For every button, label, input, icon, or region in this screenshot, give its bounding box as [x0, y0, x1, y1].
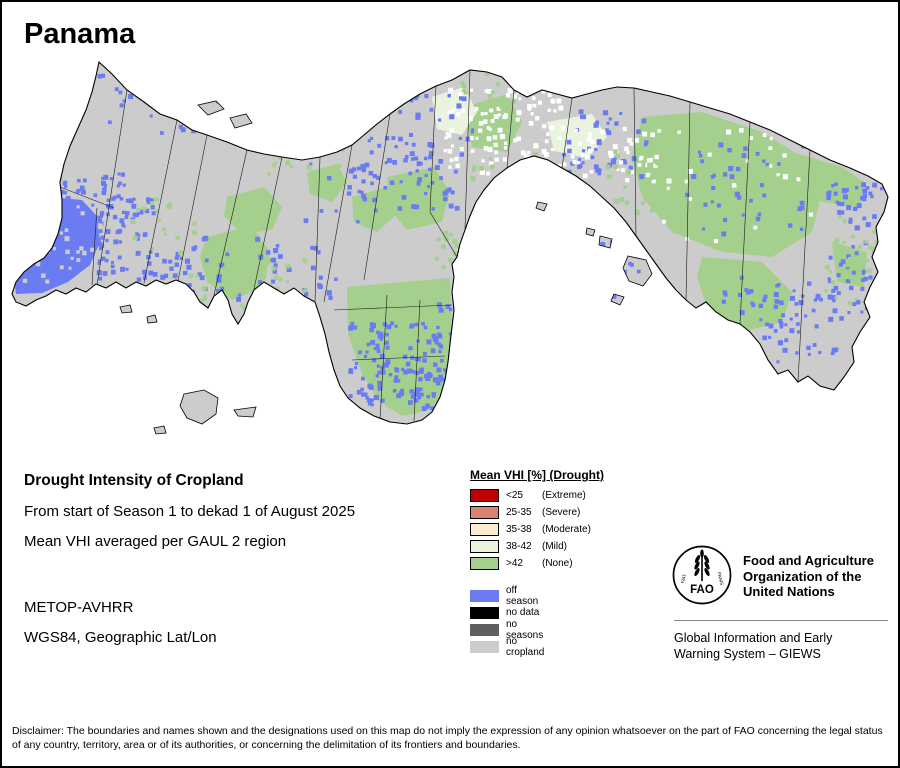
legend-label-suffix: (Extreme) [542, 490, 586, 501]
coastline [11, 60, 889, 435]
legend-swatch [470, 589, 499, 602]
legend-label: 25-35 [506, 507, 532, 518]
legend-extra-classes: off season no data no seasons no cropland [470, 584, 604, 658]
panama-map [11, 60, 889, 435]
legend-swatch [470, 489, 499, 502]
legend-label: off season [506, 584, 539, 607]
map-period-line: From start of Season 1 to dekad 1 of Aug… [24, 503, 356, 520]
legend-row: <25 (Extreme) [470, 487, 604, 504]
legend-row: no data [470, 604, 604, 621]
fao-logo: FAO FIAT PANIS [672, 545, 732, 605]
legend-label-suffix: (None) [542, 558, 573, 569]
map-projection-line: WGS84, Geographic Lat/Lon [24, 629, 217, 646]
legend-swatch [470, 640, 499, 653]
legend-label: no cropland [506, 635, 545, 658]
giews-name: Global Information and Early Warning Sys… [674, 631, 833, 661]
legend-label: >42 [506, 558, 523, 569]
legend-label: 38-42 [506, 541, 532, 552]
legend-label: 35-38 [506, 524, 532, 535]
legend-swatch [470, 523, 499, 536]
legend-row: 38-42 (Mild) [470, 538, 604, 555]
legend-row: no cropland [470, 635, 604, 658]
disclaimer: Disclaimer: The boundaries and names sho… [12, 725, 883, 751]
legend: Mean VHI [%] (Drought) <25 (Extreme) 25-35… [470, 468, 604, 658]
fao-motto-left: FIAT [680, 573, 687, 584]
map-subject-heading: Drought Intensity of Cropland [24, 472, 244, 489]
fao-name: Food and Agriculture Organization of the… [743, 553, 874, 599]
admin-boundaries-layer [59, 69, 811, 422]
legend-vhi-classes: <25 (Extreme) 25-35 (Severe) 35-38 (Moderate)… [470, 487, 604, 572]
page-title: Panama [24, 18, 136, 50]
legend-label: no seasons [506, 618, 544, 641]
fao-acronym: FAO [690, 584, 714, 596]
legend-row: 25-35 (Severe) [470, 504, 604, 521]
legend-row: off season [470, 584, 604, 607]
org-divider [674, 620, 888, 621]
legend-row: >42 (None) [470, 555, 604, 572]
legend-swatch [470, 606, 499, 619]
map-aggregation-line: Mean VHI averaged per GAUL 2 region [24, 533, 287, 550]
legend-label-suffix: (Mild) [542, 541, 567, 552]
wheat-icon [694, 549, 710, 581]
legend-label-suffix: (Moderate) [542, 524, 591, 535]
legend-label-suffix: (Severe) [542, 507, 581, 518]
legend-swatch [470, 623, 499, 636]
fao-motto-right: PANIS [716, 572, 724, 586]
legend-label: <25 [506, 490, 523, 501]
legend-swatch [470, 540, 499, 553]
legend-swatch [470, 557, 499, 570]
map-sensor-line: METOP-AVHRR [24, 599, 134, 616]
legend-swatch [470, 506, 499, 519]
legend-row: no seasons [470, 618, 604, 641]
legend-row: 35-38 (Moderate) [470, 521, 604, 538]
legend-label: no data [506, 607, 540, 618]
legend-title: Mean VHI [%] (Drought) [470, 468, 604, 482]
